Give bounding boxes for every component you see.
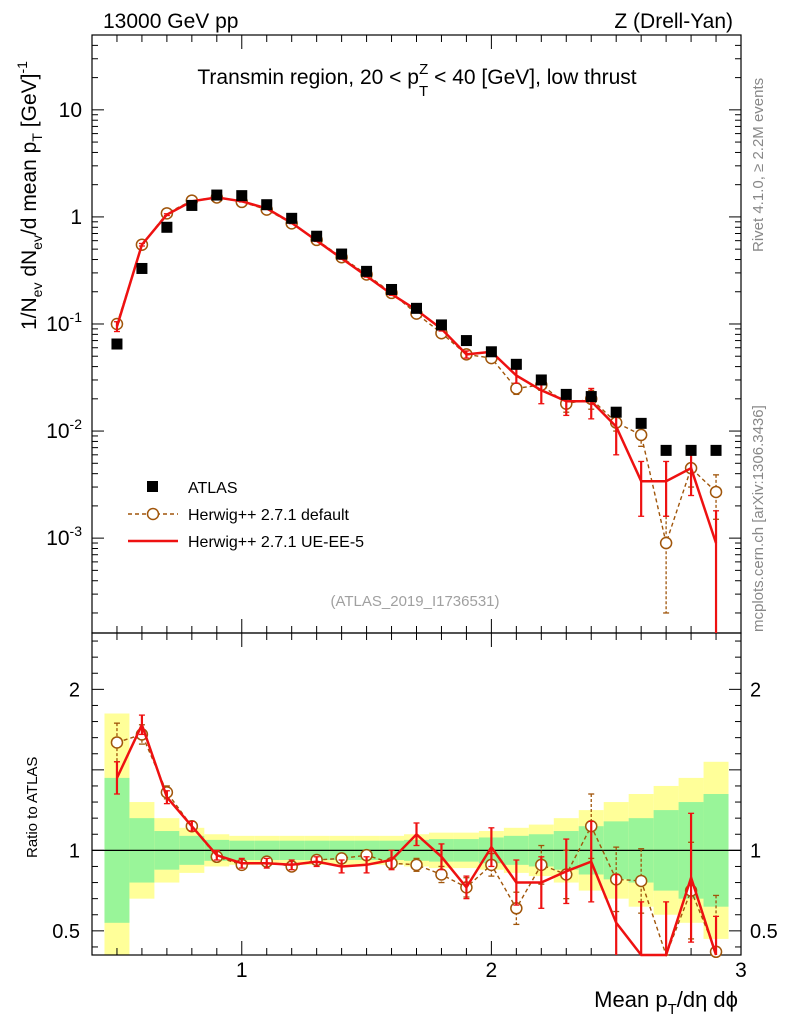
default-ratio-point [634,874,648,888]
default-main-point [510,382,523,395]
atlas-data-point [510,358,522,370]
atlas-data-point [710,444,722,456]
atlas-data-point [610,406,622,418]
atlas-data-point [136,262,148,274]
ratio-y-axis-label: Ratio to ATLAS [24,757,41,858]
atlas-data-point [411,302,422,314]
main-y-tick-label: 10-1 [46,309,82,336]
legend-ueee5-label: Herwig++ 2.7.1 UE-EE-5 [188,534,364,551]
header-left: 13000 GeV pp [103,10,238,33]
atlas-data-point [485,346,497,358]
main-y-tick-label: 10-2 [46,416,82,443]
chart-marks: 10-3 10-2 10-1 1 10 0.5 0.5 1 1 2 2 1 2 3 [46,34,778,982]
default-ratio-point [110,736,124,749]
atlas-data-point [660,444,672,456]
default-main-point [659,536,673,550]
mcplots-label: mcplots.cern.ch [arXiv:1306.3436] [750,405,767,632]
default-ratio-point [410,858,423,872]
main-y-tick-label: 1 [70,206,82,229]
default-ratio-point [435,868,448,881]
x-tick-label: 1 [236,959,248,982]
x-axis-label: Mean pT/dη dϕ [594,987,738,1018]
main-y-tick-label: 10-3 [46,523,82,550]
main-y-tick-label: 10 [59,99,82,122]
atlas-data-point [286,212,298,224]
ratio-y-tick-label-right: 0.5 [750,921,778,943]
atlas-data-point [236,190,248,202]
ratio-y-tick-label-right: 1 [750,840,761,862]
header-right: Z (Drell-Yan) [614,10,733,33]
rivet-label: Rivet 4.1.0, ≥ 2.2M events [750,78,767,252]
atlas-data-point [585,391,597,403]
plot-title: Transmin region, 20 < pTZ < 40 [GeV], lo… [197,61,636,100]
legend: ATLAS Herwig++ 2.7.1 default Herwig++ 2.… [128,480,364,551]
atlas-data-point [161,221,173,233]
atlas-data-point [386,283,398,295]
legend-atlas-marker [147,481,158,492]
ratio-y-tick-label-left: 0.5 [52,921,80,943]
legend-atlas-label: ATLAS [188,480,238,497]
ratio-y-tick-label-right: 2 [750,679,761,701]
legend-default-label: Herwig++ 2.7.1 default [188,507,350,524]
atlas-data-point [311,230,323,242]
atlas-data-point [211,189,223,201]
legend-default-marker [146,507,160,521]
default-main-point [709,485,723,499]
atlas-data-point [361,265,373,277]
ratio-y-tick-label-left: 1 [69,840,80,862]
atlas-data-point [111,338,123,350]
default-main-point [634,428,648,442]
atlas-data-point [635,417,647,429]
analysis-tag: (ATLAS_2019_I1736531) [330,593,499,610]
x-tick-label: 3 [735,959,747,982]
atlas-data-point [685,444,697,456]
atlas-data-point [261,199,273,211]
atlas-data-point [435,319,447,331]
x-tick-label: 2 [486,959,498,982]
atlas-data-point [535,374,547,386]
main-y-axis-label: 1/Nev dNev/d mean pT [GeV]-1 [14,61,45,330]
atlas-data-point [460,335,472,347]
atlas-data-point [560,388,572,400]
atlas-data-point [336,248,348,260]
ratio-y-tick-label-left: 2 [69,679,80,701]
atlas-data-point [186,199,198,211]
